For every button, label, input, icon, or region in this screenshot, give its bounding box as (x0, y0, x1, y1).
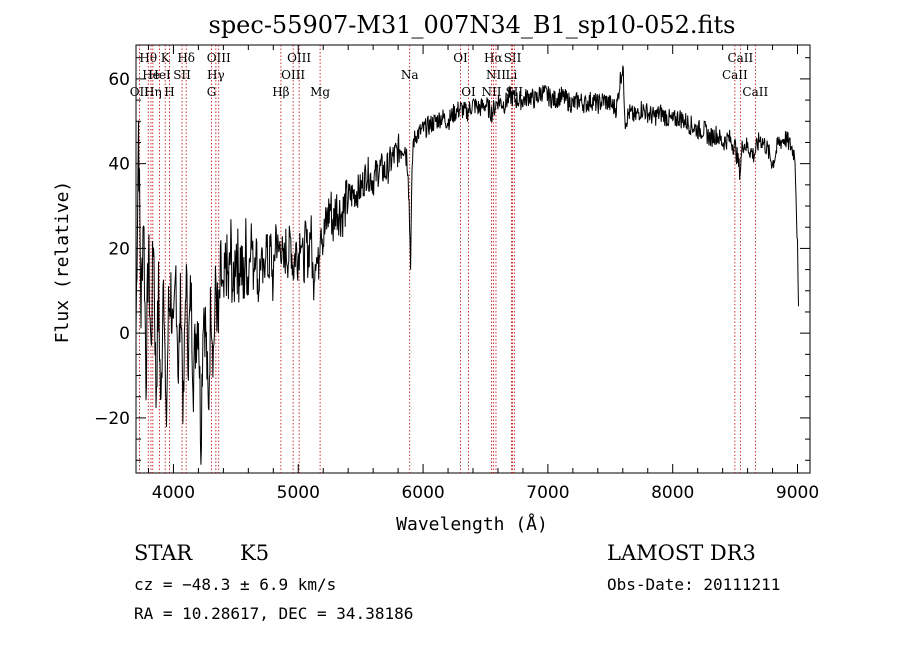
object-class: STAR (134, 541, 193, 565)
line-marker-label: Na (401, 68, 419, 82)
line-marker-label: OII (130, 85, 150, 99)
line-marker-label: Li (506, 68, 518, 82)
y-tick-label: 60 (108, 70, 130, 90)
obs-date: Obs-Date: 20111211 (607, 575, 780, 594)
ra-dec: RA = 10.28617, DEC = 34.38186 (134, 604, 413, 623)
x-tick-label: 7000 (526, 483, 569, 503)
object-subclass: K5 (240, 541, 269, 565)
line-marker-label: HeI (148, 68, 171, 82)
line-marker-label: He (142, 68, 160, 82)
line-marker-label: NII (481, 85, 501, 99)
line-marker-label: H (164, 85, 174, 99)
y-tick-label: 20 (108, 239, 130, 259)
line-marker-label: Hδ (177, 51, 195, 65)
line-marker-label: Hβ (272, 85, 289, 99)
y-tick-label: −20 (94, 409, 130, 429)
redshift-cz: cz = −48.3 ± 6.9 km/s (134, 575, 336, 594)
line-marker-label: CaII (742, 85, 768, 99)
x-tick-label: 4000 (152, 483, 195, 503)
x-tick-label: 8000 (651, 483, 694, 503)
line-marker-label: G (207, 85, 217, 99)
x-axis-label: Wavelength (Å) (396, 513, 548, 535)
x-tick-label: 9000 (776, 483, 819, 503)
x-tick-label: 5000 (277, 483, 320, 503)
line-marker-label: CaII (727, 51, 753, 65)
series-group (135, 65, 799, 465)
survey-name: LAMOST DR3 (607, 541, 756, 565)
chart-title: spec-55907-M31_007N34_B1_sp10-052.fits (209, 11, 736, 39)
line-marker-label: OI (461, 85, 476, 99)
y-axis-label: Flux (relative) (52, 181, 73, 344)
line-marker-label: Hα (484, 51, 503, 65)
line-marker-label: Hθ (139, 51, 157, 65)
line-marker-label: SII (173, 68, 191, 82)
y-tick-label: 0 (119, 324, 130, 344)
line-marker-label: OIII (287, 51, 311, 65)
line-marker-label: OIII (281, 68, 305, 82)
line-marker-label: OIII (207, 51, 231, 65)
line-marker-label: NII (486, 68, 506, 82)
line-marker-label: Mg (310, 85, 330, 99)
axis-ticks: 4000 5000 6000 7000 8000 9000 −20 0 20 40 60 (94, 45, 819, 503)
flux-line (135, 65, 799, 465)
line-marker-label: Hη (144, 85, 162, 99)
line-marker-label: K (161, 51, 171, 65)
y-tick-label: 40 (108, 155, 130, 175)
line-marker-label: SII (504, 51, 522, 65)
line-marker-label: OI (453, 51, 468, 65)
line-marker-label: CaII (722, 68, 748, 82)
line-marker-label: Hγ (207, 68, 225, 82)
x-tick-label: 6000 (401, 483, 444, 503)
